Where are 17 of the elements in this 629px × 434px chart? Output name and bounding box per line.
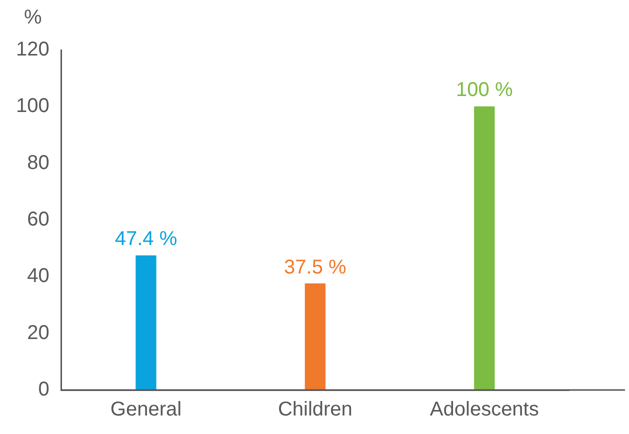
bar: [136, 255, 156, 390]
x-tick-label: Children: [278, 398, 352, 421]
data-label: 47.4 %: [114, 228, 178, 250]
y-tick-label: 40: [27, 265, 50, 288]
x-tick-label: Adolescents: [430, 398, 539, 421]
y-tick-label: 20: [27, 322, 50, 344]
y-tick-label: 80: [27, 152, 50, 174]
y-axis-title: %: [24, 6, 42, 29]
y-tick-label: 60: [27, 208, 50, 231]
data-label: 37.5 %: [284, 256, 347, 278]
bar: [474, 106, 495, 390]
y-tick-label: 0: [38, 378, 50, 401]
x-tick-label: General: [110, 398, 182, 421]
y-tick-label: 100: [16, 95, 50, 118]
bar: [304, 283, 326, 390]
y-tick-label: 120: [16, 38, 50, 61]
data-label: 100 %: [456, 79, 513, 102]
